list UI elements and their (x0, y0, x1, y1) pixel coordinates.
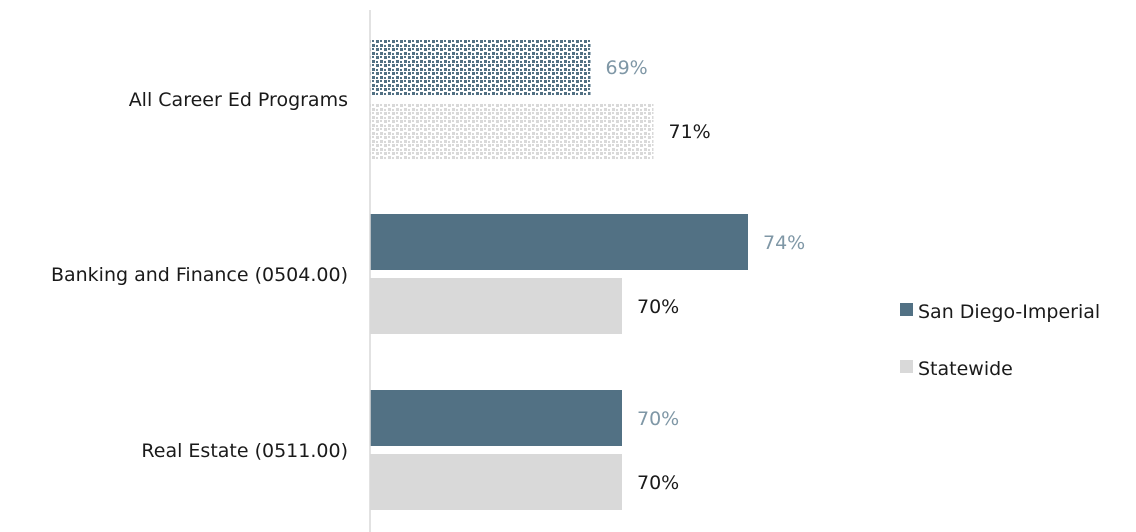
category-label-all-career-ed-programs: All Career Ed Programs (129, 89, 348, 111)
legend-swatch-san-diego-imperial (900, 303, 913, 316)
bar-statewide-real-estate-0511-00 (370, 454, 622, 510)
legend-item-statewide: Statewide (900, 358, 1013, 380)
data-label-san-diego-imperial-real-estate-0511-00: 70% (637, 408, 679, 430)
data-label-san-diego-imperial-all-career-ed-programs: 69% (606, 57, 648, 79)
bar-san-diego-imperial-real-estate-0511-00 (370, 390, 622, 446)
data-label-statewide-all-career-ed-programs: 71% (669, 121, 711, 143)
data-label-statewide-banking-and-finance-0504-00: 70% (637, 296, 679, 318)
legend-label-statewide: Statewide (918, 358, 1013, 380)
category-label-banking-and-finance-0504-00: Banking and Finance (0504.00) (51, 264, 348, 286)
bar-san-diego-imperial-all-career-ed-programs (370, 39, 591, 95)
category-label-real-estate-0511-00: Real Estate (0511.00) (141, 440, 348, 462)
legend-item-san-diego-imperial: San Diego-Imperial (900, 301, 1100, 323)
data-label-san-diego-imperial-banking-and-finance-0504-00: 74% (763, 232, 805, 254)
legend-swatch-statewide (900, 360, 913, 373)
legend: San Diego-Imperial Statewide (900, 301, 1100, 380)
bar-statewide-banking-and-finance-0504-00 (370, 278, 622, 334)
data-label-statewide-real-estate-0511-00: 70% (637, 472, 679, 494)
bar-statewide-all-career-ed-programs (370, 103, 654, 159)
bar-san-diego-imperial-banking-and-finance-0504-00 (370, 214, 748, 270)
legend-label-san-diego-imperial: San Diego-Imperial (918, 301, 1100, 323)
